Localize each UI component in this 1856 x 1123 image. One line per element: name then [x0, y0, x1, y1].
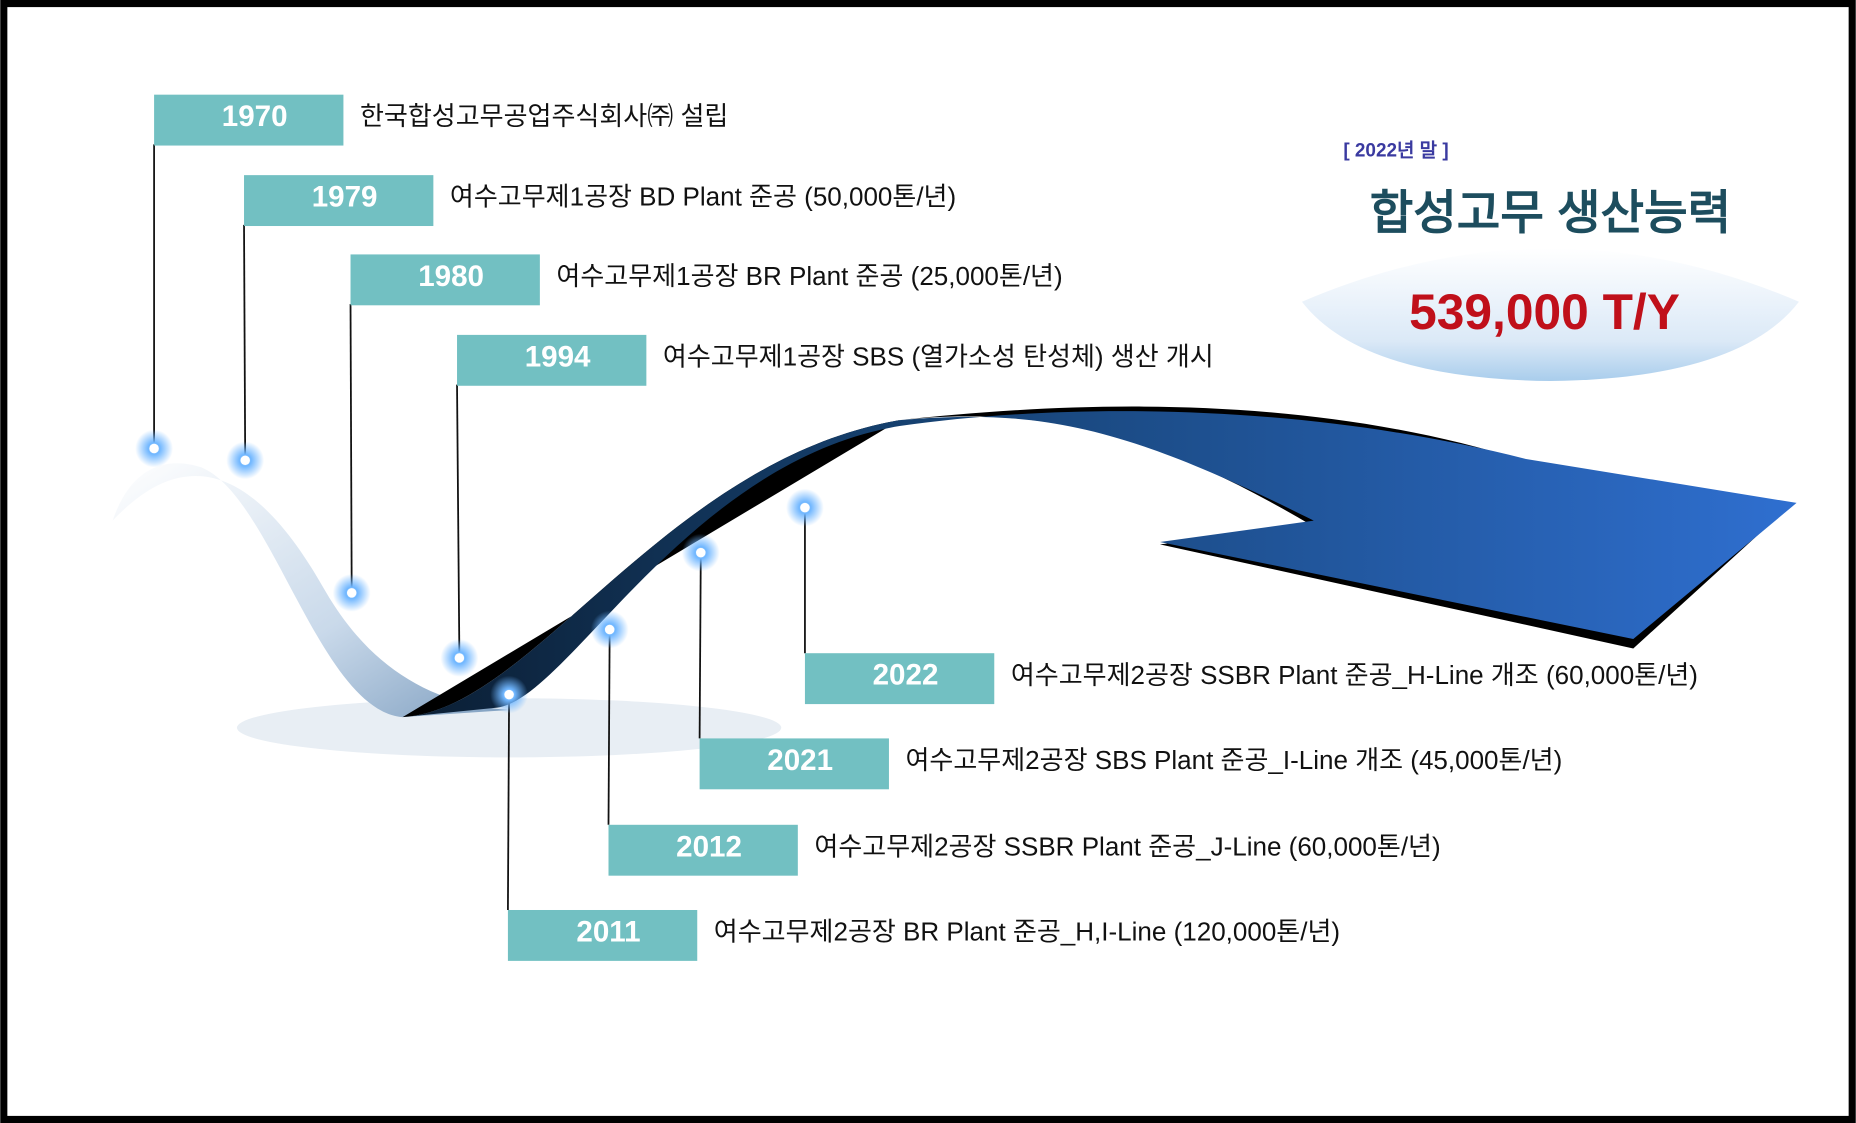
milestone-text: 여수고무제2공장 SBS Plant 준공_I-Line 개조 (45,000톤… — [906, 745, 1563, 775]
milestone-text: 여수고무제1공장 SBS (열가소성 탄성체) 생산 개시 — [663, 341, 1214, 371]
timeline-page: [ 2022년 말 ] 합성고무 생산능력 539,000 T/Y 1970 한국… — [0, 0, 1856, 1123]
summary-capacity: 539,000 T/Y — [1409, 284, 1680, 340]
dot — [455, 653, 464, 662]
year: 1980 — [418, 260, 484, 293]
year: 2021 — [767, 744, 833, 777]
milestone-text: 여수고무제2공장 SSBR Plant 준공_H-Line 개조 (60,000… — [1011, 660, 1698, 690]
year: 1994 — [525, 340, 591, 373]
year: 2012 — [676, 830, 742, 863]
connector — [700, 553, 701, 739]
connector — [608, 630, 609, 825]
dot — [605, 625, 614, 634]
year: 2022 — [873, 659, 939, 692]
summary-period: [ 2022년 말 ] — [1343, 139, 1448, 161]
connector — [351, 304, 352, 593]
dot — [240, 456, 249, 465]
dot — [347, 588, 356, 597]
year: 1979 — [312, 181, 378, 214]
connector — [244, 225, 245, 460]
dot — [149, 444, 158, 453]
summary-title: 합성고무 생산능력 — [1370, 187, 1732, 240]
dot — [504, 690, 513, 699]
year: 1970 — [222, 100, 288, 133]
dot — [800, 503, 809, 512]
milestone-text: 여수고무제2공장 SSBR Plant 준공_J-Line (60,000톤/년… — [814, 831, 1440, 861]
connector — [508, 695, 509, 910]
milestone-text: 여수고무제2공장 BR Plant 준공_H,I-Line (120,000톤/… — [714, 917, 1340, 947]
milestone-text: 여수고무제1공장 BR Plant 준공 (25,000톤/년) — [556, 261, 1062, 291]
dot — [696, 548, 705, 557]
milestone-text: 한국합성고무공업주식회사㈜ 설립 — [360, 101, 728, 131]
year: 2011 — [576, 915, 640, 948]
milestone-text: 여수고무제1공장 BD Plant 준공 (50,000톤/년) — [450, 182, 956, 212]
